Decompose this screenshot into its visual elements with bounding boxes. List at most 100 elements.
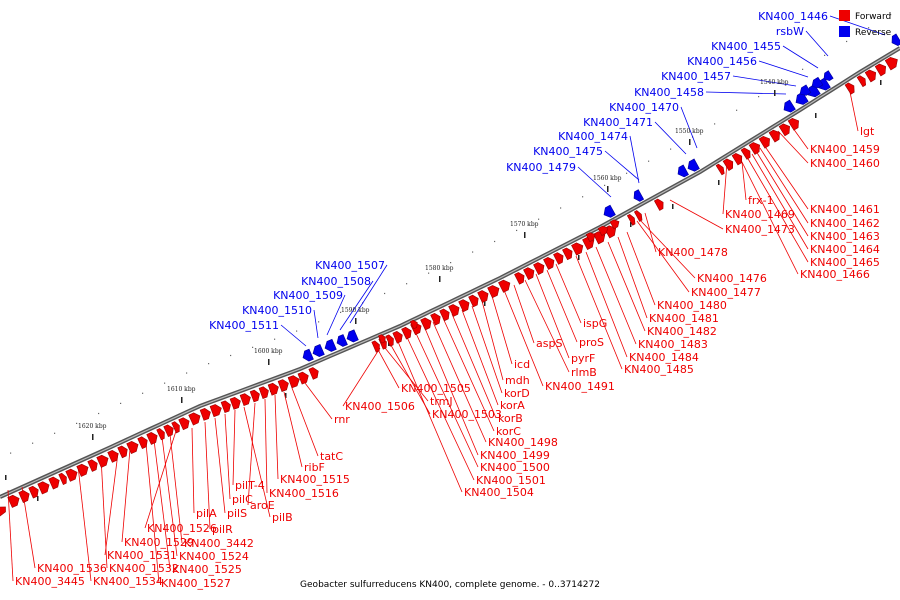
- gene-label[interactable]: KN400_1516: [269, 487, 339, 500]
- gene-label[interactable]: KN400_1460: [810, 157, 880, 170]
- gene-label[interactable]: KN400_1536: [37, 562, 107, 575]
- gene-label[interactable]: KN400_1482: [647, 325, 717, 338]
- forward-gene[interactable]: [597, 224, 610, 236]
- gene-label[interactable]: tatC: [320, 450, 343, 463]
- gene-label[interactable]: KN400_1461: [810, 203, 880, 216]
- gene-label[interactable]: KN400_1471: [583, 116, 653, 129]
- gene-label[interactable]: KN400_1476: [697, 272, 767, 285]
- gene-label[interactable]: KN400_1508: [301, 275, 371, 288]
- gene-label[interactable]: KN400_1479: [506, 161, 576, 174]
- gene-label[interactable]: KN400_1532: [109, 562, 179, 575]
- gene-label[interactable]: KN400_1474: [558, 130, 628, 143]
- forward-gene[interactable]: [220, 400, 232, 414]
- gene-label[interactable]: KN400_1504: [464, 486, 534, 499]
- reverse-gene[interactable]: [311, 344, 325, 358]
- gene-label[interactable]: rlmB: [571, 366, 597, 379]
- gene-label[interactable]: aroE: [250, 499, 275, 512]
- forward-gene[interactable]: [458, 298, 472, 313]
- gene-label[interactable]: KN400_1531: [107, 549, 177, 562]
- gene-label[interactable]: trmJ: [430, 395, 453, 408]
- forward-gene[interactable]: [308, 366, 321, 380]
- gene-label[interactable]: pilT-4: [235, 479, 265, 492]
- gene-label[interactable]: KN400_3442: [184, 537, 254, 550]
- gene-label[interactable]: KN400_1499: [480, 449, 550, 462]
- gene-label[interactable]: pilR: [212, 523, 233, 536]
- gene-label[interactable]: KN400_1465: [810, 256, 880, 269]
- forward-gene[interactable]: [297, 371, 310, 385]
- gene-label[interactable]: KN400_1483: [638, 338, 708, 351]
- gene-label[interactable]: KN400_1473: [725, 223, 795, 236]
- gene-label[interactable]: icd: [514, 358, 530, 371]
- forward-gene[interactable]: [385, 334, 396, 347]
- forward-gene[interactable]: [420, 316, 434, 331]
- forward-gene[interactable]: [58, 472, 69, 485]
- forward-gene[interactable]: [401, 326, 414, 340]
- gene-label[interactable]: KN400_1459: [810, 143, 880, 156]
- gene-label[interactable]: KN400_1503: [432, 408, 502, 421]
- forward-gene[interactable]: [722, 157, 736, 171]
- reverse-gene[interactable]: [631, 189, 645, 203]
- forward-gene[interactable]: [787, 116, 801, 131]
- gene-label[interactable]: KN400_1525: [172, 563, 242, 576]
- forward-gene[interactable]: [758, 134, 772, 149]
- gene-label[interactable]: KN400_1466: [800, 268, 870, 281]
- forward-gene[interactable]: [156, 427, 167, 441]
- forward-gene[interactable]: [553, 251, 566, 265]
- forward-gene[interactable]: [188, 411, 203, 426]
- forward-gene[interactable]: [874, 62, 888, 77]
- reverse-gene[interactable]: [822, 70, 834, 83]
- gene-label[interactable]: KN400_1457: [661, 70, 731, 83]
- gene-label[interactable]: korD: [504, 387, 530, 400]
- gene-label[interactable]: KN400_1498: [488, 436, 558, 449]
- forward-gene[interactable]: [267, 382, 280, 396]
- forward-gene[interactable]: [884, 55, 900, 71]
- gene-label[interactable]: KN400_1534: [93, 575, 163, 588]
- gene-label[interactable]: rsbW: [776, 25, 804, 38]
- gene-label[interactable]: frx-1: [748, 194, 774, 207]
- reverse-gene[interactable]: [335, 334, 348, 348]
- forward-gene[interactable]: [117, 444, 130, 459]
- forward-gene[interactable]: [48, 475, 62, 490]
- gene-label[interactable]: KN400_1478: [658, 246, 728, 259]
- gene-label[interactable]: KN400_1446: [758, 10, 828, 23]
- gene-label[interactable]: KN400_1515: [280, 473, 350, 486]
- forward-gene[interactable]: [258, 385, 270, 399]
- forward-gene[interactable]: [37, 480, 52, 495]
- forward-gene[interactable]: [409, 319, 419, 330]
- gene-label[interactable]: KN400_1526: [147, 522, 217, 535]
- forward-gene[interactable]: [487, 284, 502, 299]
- forward-gene[interactable]: [571, 241, 586, 256]
- forward-gene[interactable]: [778, 122, 792, 137]
- gene-label[interactable]: KN400_1481: [649, 312, 719, 325]
- gene-label[interactable]: KN400_1529: [124, 536, 194, 549]
- forward-gene[interactable]: [392, 330, 405, 344]
- forward-gene[interactable]: [87, 458, 100, 472]
- gene-label[interactable]: KN400_1480: [657, 299, 727, 312]
- gene-label[interactable]: KN400_1505: [401, 382, 471, 395]
- gene-label[interactable]: pilA: [196, 507, 217, 520]
- reverse-gene[interactable]: [601, 204, 616, 219]
- forward-gene[interactable]: [498, 278, 513, 293]
- gene-label[interactable]: KN400_1509: [273, 289, 343, 302]
- gene-label[interactable]: KN400_1507: [315, 259, 385, 272]
- gene-label[interactable]: KN400_1510: [242, 304, 312, 317]
- forward-gene[interactable]: [439, 307, 452, 322]
- gene-label[interactable]: KN400_1484: [629, 351, 699, 364]
- gene-label[interactable]: KN400_1470: [609, 101, 679, 114]
- forward-gene[interactable]: [371, 340, 382, 353]
- reverse-gene[interactable]: [781, 99, 796, 115]
- forward-gene[interactable]: [430, 312, 443, 326]
- reverse-gene[interactable]: [301, 348, 314, 363]
- forward-gene[interactable]: [96, 453, 111, 468]
- forward-gene[interactable]: [378, 334, 387, 344]
- gene-label[interactable]: pilB: [272, 511, 293, 524]
- forward-gene[interactable]: [249, 389, 261, 403]
- gene-label[interactable]: KN400_1491: [545, 380, 615, 393]
- forward-gene[interactable]: [448, 303, 462, 317]
- reverse-gene[interactable]: [685, 158, 700, 173]
- gene-label[interactable]: KN400_1464: [810, 243, 880, 256]
- forward-gene[interactable]: [146, 431, 160, 445]
- gene-label[interactable]: KN400_1511: [209, 319, 279, 332]
- forward-gene[interactable]: [18, 489, 32, 503]
- gene-label[interactable]: KN400_1475: [533, 145, 603, 158]
